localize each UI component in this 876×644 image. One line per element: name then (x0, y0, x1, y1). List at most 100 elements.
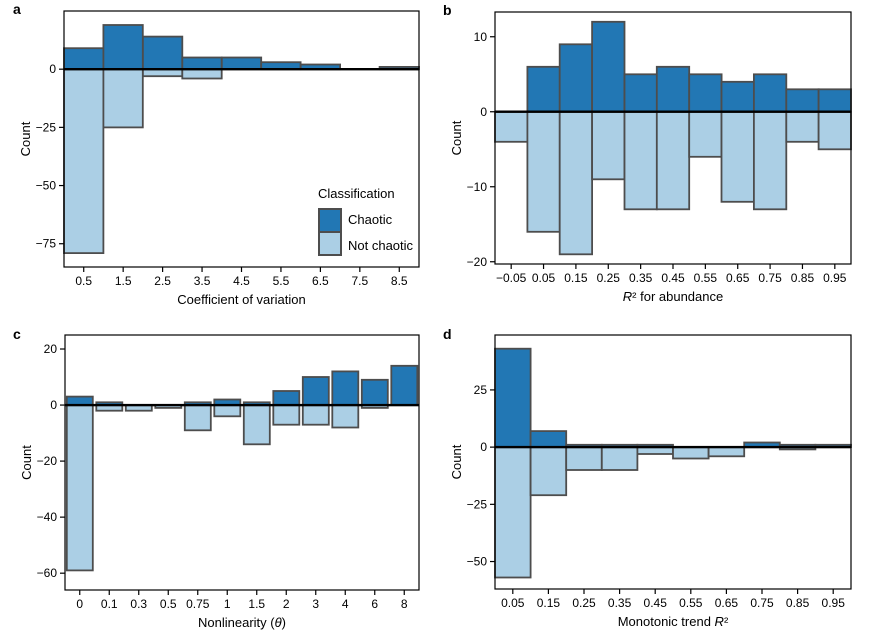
y-tick-label: 0 (50, 398, 57, 412)
bar-not_chaotic (331, 404, 360, 429)
x-tick-label: 8.5 (391, 274, 408, 288)
bar-chaotic (220, 56, 263, 71)
x-tick-label: 0.5 (75, 274, 92, 288)
panel-a: 0 −25 −50 −75 0.5 1.5 2.5 3.5 4.5 5.5 6.5 7.5 8.5 Coe… (0, 0, 438, 322)
bar-chaotic (558, 43, 593, 113)
panel-d-plot: 25 0 −25 −50 0.05 0.15 0.25 0.35 0.45 0.55 0.65 0.7… (449, 334, 852, 629)
bar-not_chaotic (102, 68, 144, 129)
x-axis-label: R² for abundance (623, 289, 723, 304)
x-tick-label: 1 (224, 597, 231, 611)
x-tick-label: 0.55 (679, 596, 703, 610)
zero-line (65, 403, 419, 407)
bar-not_chaotic (591, 110, 626, 181)
x-tick-label: 0.75 (186, 597, 210, 611)
y-tick-label: −50 (36, 179, 57, 193)
bar-not_chaotic (817, 110, 852, 151)
bar-not_chaotic (272, 404, 301, 426)
x-tick-label: 0.85 (786, 596, 810, 610)
bar-not_chaotic (494, 446, 532, 579)
x-tick-label: 8 (401, 597, 408, 611)
x-tick-label: 3.5 (194, 274, 211, 288)
y-tick-label: −25 (36, 120, 57, 134)
bar-not_chaotic (752, 110, 788, 211)
bar-not_chaotic (785, 110, 820, 143)
x-tick-label: 0.05 (501, 596, 525, 610)
x-tick-label: 0.1 (101, 597, 118, 611)
x-tick-label: 7.5 (351, 274, 368, 288)
bar-not_chaotic (623, 110, 658, 211)
x-tick-label: 0.75 (758, 271, 782, 285)
bar-chaotic (655, 65, 691, 113)
y-tick-label: 20 (44, 342, 58, 356)
x-tick-label: 0.65 (715, 596, 739, 610)
bar-not_chaotic (720, 110, 755, 203)
x-tick-label: 3 (312, 597, 319, 611)
x-tick-label: 5.5 (273, 274, 290, 288)
x-tick-label: 6.5 (312, 274, 329, 288)
bar-not_chaotic (183, 404, 212, 432)
plot-frame (64, 334, 420, 591)
x-tick-label: −0.05 (496, 271, 527, 285)
bar-not_chaotic (707, 446, 746, 458)
y-tick-label: 25 (474, 383, 488, 397)
bar-chaotic (752, 73, 788, 113)
y-tick-label: 0 (480, 440, 487, 454)
y-tick-label: −60 (37, 566, 58, 580)
panel-label-a: a (13, 1, 21, 17)
panel-c: 20 0 −20 −40 −60 0 0.1 0.3 0.5 0.75 1 1.5 2 3 4 6 8 Nonli… (0, 322, 438, 644)
bar-not_chaotic (242, 404, 271, 446)
bar-chaotic (526, 65, 561, 113)
bar-not_chaotic (301, 404, 330, 426)
panel-label-b: b (443, 2, 452, 18)
panel-label-c: c (13, 326, 21, 342)
x-tick-label: 4.5 (233, 274, 250, 288)
x-tick-label: 2.5 (154, 274, 171, 288)
bar-not_chaotic (655, 110, 691, 211)
zero-line (64, 68, 419, 71)
bar-chaotic (301, 376, 330, 406)
bar-chaotic (63, 47, 105, 71)
x-tick-label: 0.3 (130, 597, 147, 611)
bar-not_chaotic (213, 404, 242, 418)
x-tick-label: 0.5 (160, 597, 177, 611)
bar-not_chaotic (529, 446, 568, 497)
bar-not_chaotic (688, 110, 723, 158)
x-tick-label: 0.75 (750, 596, 774, 610)
x-tick-label: 0.95 (822, 596, 846, 610)
bar-not_chaotic (672, 446, 710, 460)
x-tick-label: 1.5 (115, 274, 132, 288)
y-axis-label: Count (449, 120, 464, 155)
bar-chaotic (688, 73, 723, 113)
x-tick-label: 0.35 (629, 271, 653, 285)
y-tick-label: −50 (467, 555, 488, 569)
y-tick-label: −25 (467, 497, 488, 511)
panel-a-plot: 0 −25 −50 −75 0.5 1.5 2.5 3.5 4.5 5.5 6.5 7.5 8.5 Coe… (18, 10, 420, 307)
zero-line (495, 110, 851, 113)
y-tick-label: −10 (467, 180, 488, 194)
y-axis-label: Count (19, 445, 34, 480)
bar-not_chaotic (558, 110, 593, 256)
bar-not_chaotic (63, 68, 105, 254)
y-axis-label: Count (449, 444, 464, 479)
x-tick-label: 4 (342, 597, 349, 611)
y-tick-label: −75 (36, 237, 57, 251)
x-tick-label: 0.65 (726, 271, 750, 285)
bar-not_chaotic (494, 110, 529, 143)
y-tick-label: −20 (37, 454, 58, 468)
x-tick-label: 6 (371, 597, 378, 611)
bar-chaotic (181, 56, 223, 71)
panel-label-d: d (443, 326, 452, 342)
bar-chaotic (785, 88, 820, 113)
bar-chaotic (272, 390, 301, 406)
x-tick-label: 0.15 (537, 596, 561, 610)
y-tick-label: 10 (474, 30, 488, 44)
x-tick-label: 0.25 (597, 271, 621, 285)
x-tick-label: 0.35 (608, 596, 632, 610)
bar-chaotic (529, 430, 568, 448)
x-axis-label: Nonlinearity (θ) (198, 615, 286, 630)
x-axis-label: Monotonic trend R² (618, 614, 729, 629)
bar-chaotic (623, 73, 658, 113)
panel-b-plot: 10 0 −10 −20 −0.05 0.05 0.15 0.25 0.35 0.45 0.55 0.… (449, 11, 852, 304)
bar-chaotic (494, 347, 532, 449)
